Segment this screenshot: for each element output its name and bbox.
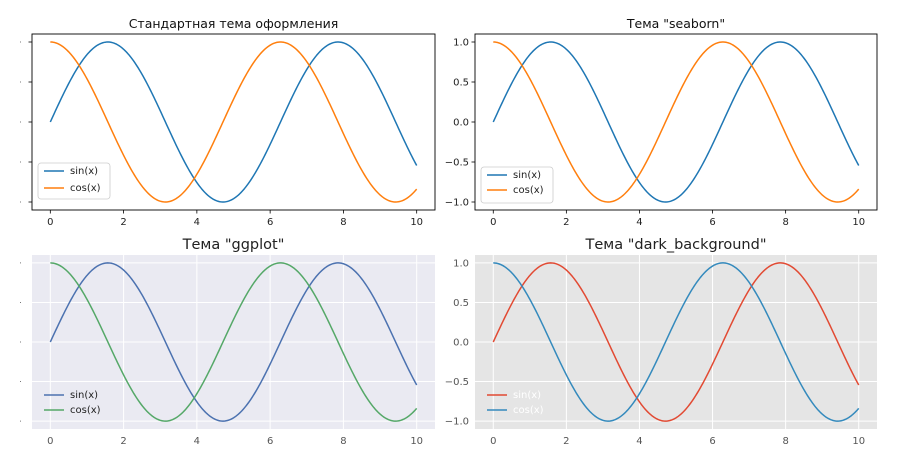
x-tick-label: 2 [120,436,126,447]
chart-panel-3: 0 2 4 6 8 10 Тема "ggplot" sin(x) cos(x) [20,237,435,447]
x-tick-label: 6 [267,436,273,447]
y-tick-label: 1.0 [453,38,469,49]
chart-title: Тема "dark_background" [584,237,766,253]
y-tick-label: 1.0 [453,258,469,269]
x-tick-label: 4 [194,217,200,228]
x-tick-label: 0 [490,217,496,228]
x-tick-label: 6 [709,217,715,228]
legend-label: cos(x) [513,185,544,196]
series-line-sin [49,262,418,422]
legend-box [480,166,554,204]
y-tick-label: 0.5 [453,78,469,89]
y-tick-label: 0.0 [453,118,469,129]
legend-box [37,162,111,200]
series-line-cos [493,262,860,422]
x-tick-label: 4 [636,217,642,228]
x-tick-label: 2 [120,217,126,228]
legend: sin(x) cos(x) [44,390,101,416]
chart-panel-1: 0 2 4 6 8 10 Стандартная тема оформления sin(x)… [20,16,436,228]
x-tick-label: 6 [267,217,273,228]
legend-label: cos(x) [513,405,544,416]
series-line-sin [49,41,418,203]
x-tick-label: 8 [782,436,788,447]
x-tick-label: 0 [47,436,53,447]
series-line-sin [492,41,860,203]
legend-label: cos(x) [70,183,101,194]
x-tick-label: 6 [709,436,715,447]
series-line-cos [493,41,860,203]
x-tick-label: 4 [194,436,200,447]
chart-title: Тема "ggplot" [182,237,285,253]
legend-label: sin(x) [513,390,541,401]
legend-label: sin(x) [70,390,98,401]
x-tick-label: 2 [563,217,569,228]
x-tick-label: 8 [340,436,346,447]
x-tick-label: 10 [410,436,423,447]
chart-panel-4: 0 2 4 6 8 10 1.0 0.5 0.0 −0.5 −1.0 Тема "dark_backg… [445,237,877,447]
x-tick-label: 10 [410,217,423,228]
x-tick-label: 0 [47,217,53,228]
x-tick-label: 2 [563,436,569,447]
y-tick-label: 0.0 [453,338,469,349]
chart-title: Стандартная тема оформления [129,16,339,31]
series-line-cos [50,262,418,422]
legend: sin(x) cos(x) [487,390,544,416]
legend-label: sin(x) [70,166,98,177]
legend: sin(x) cos(x) [480,166,554,204]
legend-label: cos(x) [70,405,101,416]
x-tick-label: 8 [340,217,346,228]
x-tick-label: 4 [636,436,642,447]
x-tick-label: 0 [490,436,496,447]
y-tick-label: −0.5 [445,158,469,169]
chart-title: Тема "seaborn" [626,16,725,31]
legend: sin(x) cos(x) [37,162,111,200]
chart-panel-2: 0 2 4 6 8 10 1.0 0.5 0.0 −0.5 −1.0 Тема "seaborn" si… [445,16,878,228]
y-tick-label: −1.0 [445,417,469,428]
legend-label: sin(x) [513,170,541,181]
y-tick-label: −1.0 [445,198,469,209]
y-tick-label: 0.5 [453,298,469,309]
x-tick-label: 10 [852,436,865,447]
x-tick-label: 10 [852,217,865,228]
series-line-sin [492,262,860,422]
x-tick-label: 8 [782,217,788,228]
y-tick-label: −0.5 [445,377,469,388]
series-line-cos [50,41,418,203]
